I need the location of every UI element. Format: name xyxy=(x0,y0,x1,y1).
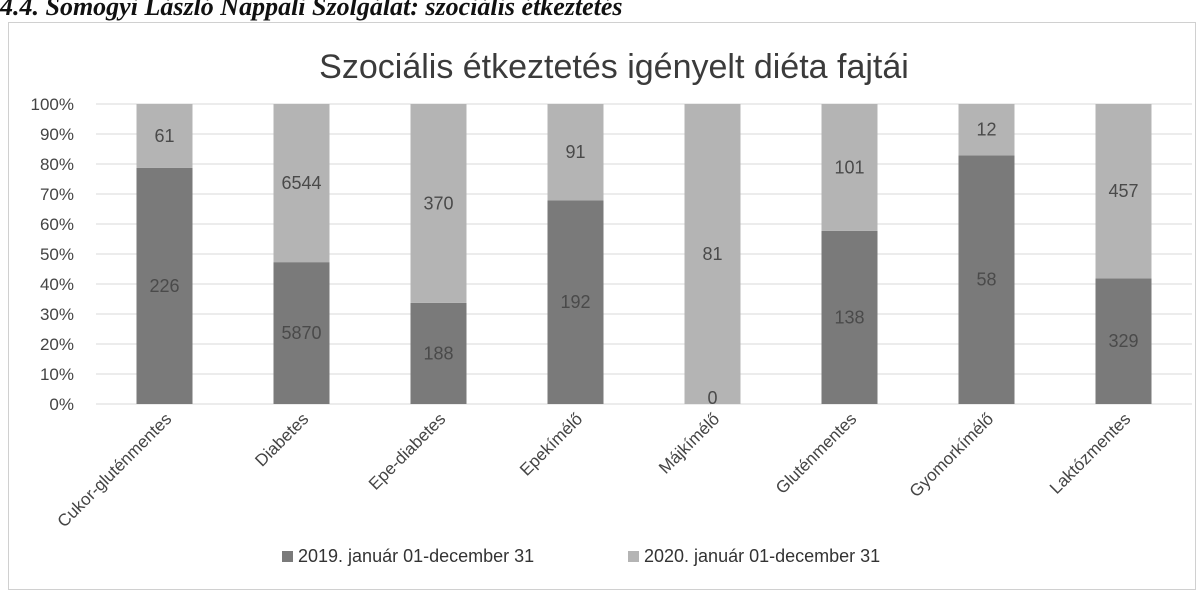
y-tick-label: 70% xyxy=(40,185,74,204)
data-label: 58 xyxy=(976,270,996,290)
x-tick-label: Epe-diabetes xyxy=(365,409,449,493)
bar-segment xyxy=(547,200,604,404)
x-tick-label: Diabetes xyxy=(251,409,312,470)
document-heading: 4.4. Somogyi László Nappali Szolgálat: s… xyxy=(0,0,623,21)
gridlines xyxy=(96,103,1192,405)
data-label: 329 xyxy=(1108,331,1138,351)
legend-swatch xyxy=(628,551,639,562)
legend-label: 2019. január 01-december 31 xyxy=(298,546,534,566)
x-tick-label: Gyomorkímélő xyxy=(906,409,998,501)
y-tick-label: 20% xyxy=(40,335,74,354)
data-labels: 226 61 5870 6544 188 370 192 91 0 81 138 101 58 12 329… xyxy=(149,120,1138,408)
y-tick-label: 50% xyxy=(40,245,74,264)
bar-segment xyxy=(273,262,330,404)
y-tick-label: 30% xyxy=(40,305,74,324)
y-tick-label: 60% xyxy=(40,215,74,234)
data-label: 226 xyxy=(149,276,179,296)
data-label: 5870 xyxy=(281,323,321,343)
y-tick-label: 10% xyxy=(40,365,74,384)
x-tick-label: Epekímélő xyxy=(516,409,586,479)
data-label: 188 xyxy=(423,343,453,363)
bar-segment xyxy=(958,155,1015,404)
data-label: 12 xyxy=(976,120,996,140)
bar-segment xyxy=(684,104,741,404)
y-axis: 0% 10% 20% 30% 40% 50% 60% 70% 80% 90% 100% xyxy=(31,95,74,414)
data-label: 81 xyxy=(702,244,722,264)
y-tick-label: 90% xyxy=(40,125,74,144)
data-label: 61 xyxy=(154,126,174,146)
data-label: 370 xyxy=(423,193,453,213)
chart-title: Szociális étkeztetés igényelt diéta fajt… xyxy=(319,48,909,86)
legend-swatch xyxy=(282,551,293,562)
y-tick-label: 0% xyxy=(49,395,74,414)
bar-segment xyxy=(136,167,193,404)
bar-segment xyxy=(958,104,1015,156)
data-label: 457 xyxy=(1108,181,1138,201)
x-axis: Cukor-gluténmentes Diabetes Epe-diabetes Ep… xyxy=(54,409,1135,531)
bar-segment xyxy=(547,104,604,201)
data-label: 138 xyxy=(834,307,864,327)
y-tick-label: 40% xyxy=(40,275,74,294)
y-tick-label: 80% xyxy=(40,155,74,174)
bars xyxy=(136,104,1152,404)
bar-segment xyxy=(1095,278,1152,404)
x-tick-label: Cukor-gluténmentes xyxy=(54,409,176,531)
bar-segment xyxy=(1095,104,1152,279)
x-tick-label: Gluténmentes xyxy=(772,409,860,497)
y-tick-label: 100% xyxy=(31,95,74,114)
bar-segment xyxy=(410,104,467,303)
bar-segment xyxy=(821,104,878,231)
bar-segment xyxy=(273,104,330,263)
data-label: 6544 xyxy=(281,173,321,193)
data-label: 0 xyxy=(707,388,717,408)
x-tick-label: Laktózmentes xyxy=(1046,409,1134,497)
bar-segment xyxy=(136,104,193,168)
bar-segment xyxy=(410,302,467,404)
data-label: 91 xyxy=(565,142,585,162)
legend: 2019. január 01-december 31 2020. január … xyxy=(282,546,880,566)
bar-segment xyxy=(821,230,878,404)
data-label: 192 xyxy=(560,292,590,312)
data-label: 101 xyxy=(834,157,864,177)
x-tick-label: Májkímélő xyxy=(655,409,723,477)
legend-label: 2020. január 01-december 31 xyxy=(644,546,880,566)
